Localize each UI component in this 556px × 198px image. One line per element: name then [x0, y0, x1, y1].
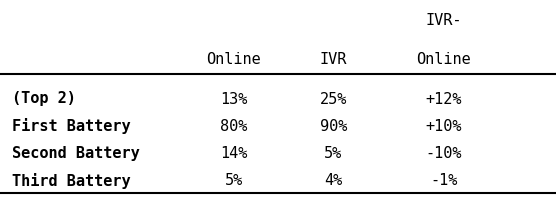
Text: IVR: IVR	[320, 52, 347, 67]
Text: 80%: 80%	[220, 119, 247, 134]
Text: IVR-: IVR-	[426, 13, 462, 28]
Text: 5%: 5%	[225, 173, 243, 188]
Text: Online: Online	[416, 52, 471, 67]
Text: 90%: 90%	[320, 119, 347, 134]
Text: (Top 2): (Top 2)	[12, 91, 76, 107]
Text: +12%: +12%	[426, 91, 462, 107]
Text: -1%: -1%	[430, 173, 458, 188]
Text: 25%: 25%	[320, 91, 347, 107]
Text: Third Battery: Third Battery	[12, 173, 131, 189]
Text: 4%: 4%	[324, 173, 342, 188]
Text: First Battery: First Battery	[12, 118, 131, 134]
Text: 5%: 5%	[324, 146, 342, 161]
Text: -10%: -10%	[426, 146, 462, 161]
Text: Online: Online	[206, 52, 261, 67]
Text: Second Battery: Second Battery	[12, 146, 140, 161]
Text: 13%: 13%	[220, 91, 247, 107]
Text: +10%: +10%	[426, 119, 462, 134]
Text: 14%: 14%	[220, 146, 247, 161]
